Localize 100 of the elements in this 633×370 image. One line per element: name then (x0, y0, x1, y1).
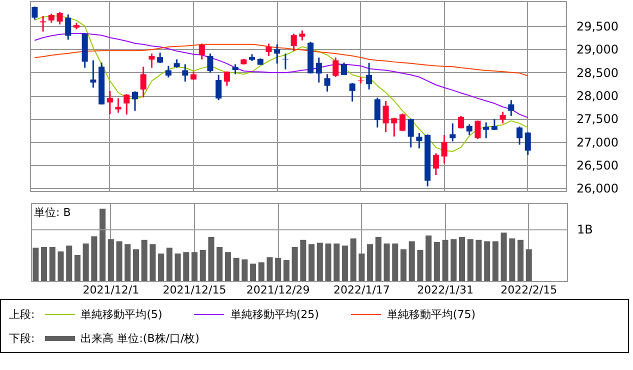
candlestick (48, 12, 54, 24)
bar (49, 247, 56, 281)
candlestick (349, 82, 356, 102)
bar (100, 208, 106, 281)
ref-line-label: 1B (577, 222, 593, 237)
bar (74, 255, 80, 281)
bar (492, 241, 498, 281)
candlestick (115, 98, 122, 114)
bar (308, 244, 315, 281)
x-tick-label: 2021/12/15 (162, 284, 226, 296)
bar (250, 264, 256, 281)
candlestick (366, 62, 372, 90)
bar (216, 247, 223, 281)
candlestick (157, 52, 164, 64)
candlestick (508, 99, 514, 117)
y-tick-label: 26,500 (576, 158, 618, 173)
legend-label: 単純移動平均(75) (386, 306, 476, 322)
bar (32, 248, 39, 281)
bar (325, 243, 332, 281)
candlestick (266, 42, 272, 57)
bar (434, 242, 440, 281)
candlestick (500, 111, 506, 124)
bar (316, 242, 323, 281)
bar (334, 243, 340, 281)
candlestick (416, 132, 422, 150)
bar (183, 252, 190, 281)
bar (459, 236, 466, 281)
candlestick (483, 122, 490, 139)
candlestick (216, 74, 222, 101)
candlestick (441, 134, 448, 164)
bar (275, 258, 282, 281)
bar (258, 262, 264, 281)
bar (484, 241, 490, 281)
candlestick (90, 60, 96, 88)
candlestick (106, 90, 113, 115)
candlestick (524, 131, 531, 156)
bar (442, 240, 448, 281)
candlestick (140, 66, 146, 98)
bar (208, 236, 214, 281)
bar (392, 243, 398, 281)
candlestick (391, 117, 398, 138)
bar (124, 244, 131, 281)
candlestick (340, 62, 347, 76)
bar (375, 236, 382, 281)
bar (350, 238, 356, 281)
bar (526, 249, 532, 281)
bar (82, 243, 89, 281)
candlestick (32, 6, 38, 20)
annotation: 単位: B (34, 206, 71, 219)
bar (233, 258, 240, 281)
bar (476, 240, 482, 281)
x-tick-label: 2022/2/15 (500, 284, 558, 296)
candlestick (332, 56, 339, 78)
candlestick (458, 115, 464, 130)
candlestick (408, 118, 414, 148)
candlestick (132, 90, 138, 112)
candlestick (358, 76, 364, 84)
bar (367, 244, 374, 281)
line-series (34, 44, 528, 76)
bar (242, 259, 248, 281)
bar (450, 239, 457, 281)
legend-title: 上段: (9, 306, 35, 322)
bar (174, 254, 181, 281)
bar (266, 257, 273, 281)
bar (158, 254, 164, 281)
x-tick-label: 2022/1/31 (417, 284, 474, 296)
candlestick (374, 96, 380, 128)
y-tick-label: 26,000 (576, 182, 618, 196)
bar (467, 239, 474, 281)
bar (300, 240, 306, 281)
candlestick (316, 56, 322, 84)
candlestick (450, 122, 456, 142)
bar (342, 246, 348, 281)
bar (141, 240, 148, 281)
x-tick-label: 2022/1/17 (333, 284, 390, 296)
candlestick (432, 152, 439, 176)
bar (116, 241, 122, 281)
candlestick (290, 32, 297, 52)
candlestick (474, 120, 481, 140)
candlestick (399, 112, 406, 132)
candlestick (207, 52, 214, 74)
candlestick (148, 52, 155, 68)
candlestick (198, 42, 205, 60)
y-tick-label: 27,000 (576, 135, 618, 150)
bar (426, 236, 432, 281)
candlestick (65, 14, 72, 40)
bar (518, 240, 524, 281)
bar (500, 232, 507, 281)
bar (108, 239, 114, 281)
candlestick (224, 70, 230, 87)
candlestick (382, 100, 389, 133)
legend-title: 下段: (9, 330, 35, 346)
bar (192, 252, 198, 281)
candlestick (516, 126, 523, 146)
y-tick-label: 28,500 (576, 66, 618, 80)
bar (224, 252, 231, 281)
candlestick (182, 64, 188, 82)
candlestick (466, 124, 472, 136)
bar (417, 250, 424, 281)
candlestick (299, 30, 306, 42)
